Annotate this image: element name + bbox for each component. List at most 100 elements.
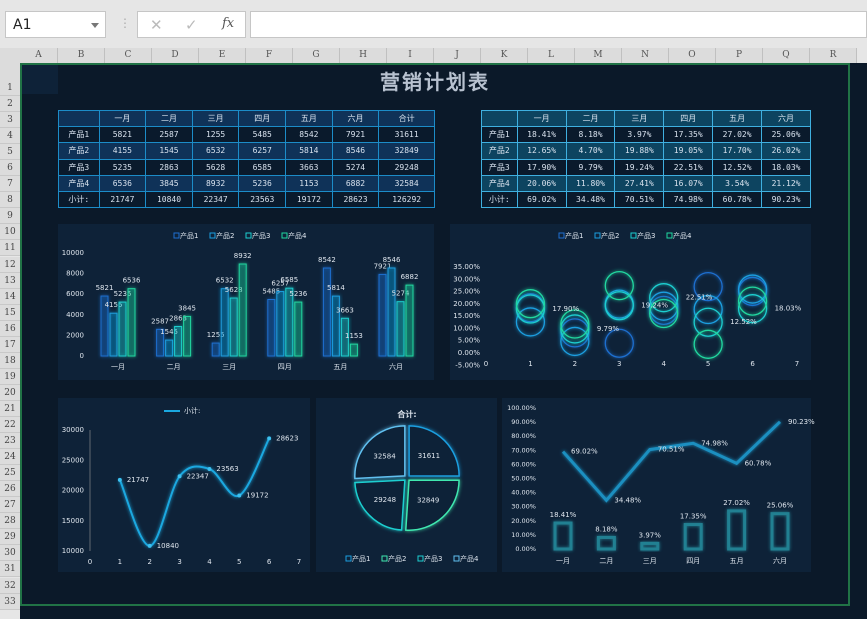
pie-data-label: 31611	[418, 452, 440, 460]
row-header[interactable]: 29	[0, 529, 20, 546]
row-header[interactable]: 31	[0, 561, 20, 578]
column-header[interactable]: P	[716, 48, 763, 63]
chevron-down-icon[interactable]	[91, 23, 99, 28]
pie-legend-label: 产品4	[460, 554, 479, 563]
line-x-tick: 4	[207, 558, 212, 566]
column-header[interactable]: Q	[763, 48, 810, 63]
bubble-legend-label: 产品2	[601, 231, 619, 240]
bubble-legend-swatch	[630, 232, 637, 239]
bar-legend-swatch	[209, 232, 216, 239]
row-header[interactable]: 20	[0, 384, 20, 401]
table-cell[interactable]: 126292	[378, 190, 435, 209]
table-cell[interactable]: 1255	[191, 126, 240, 144]
combo-line-label: 34.48%	[614, 496, 641, 504]
table-cell[interactable]: 22347	[191, 190, 240, 209]
bar-data-label: 5274	[392, 290, 410, 298]
row-header[interactable]: 8	[0, 192, 20, 209]
bar	[109, 312, 118, 357]
insert-function-icon[interactable]: fx	[222, 16, 235, 31]
row-header[interactable]: 9	[0, 208, 20, 225]
row-header[interactable]: 23	[0, 433, 20, 450]
row-header[interactable]: 16	[0, 320, 20, 337]
column-header[interactable]: L	[528, 48, 575, 63]
column-header[interactable]: D	[152, 48, 199, 63]
combo-y-tick: 60.00%	[511, 460, 536, 468]
bar-data-label: 5485	[262, 288, 280, 296]
column-header[interactable]: H	[340, 48, 387, 63]
row-header[interactable]: 2	[0, 96, 20, 113]
bubble-data-label: 9.79%	[597, 325, 620, 333]
column-header[interactable]: G	[293, 48, 340, 63]
column-header[interactable]: B	[58, 48, 105, 63]
row-header[interactable]: 30	[0, 545, 20, 562]
column-header[interactable]: C	[105, 48, 152, 63]
row-header[interactable]: 4	[0, 128, 20, 145]
row-header[interactable]: 12	[0, 256, 20, 273]
column-header[interactable]: O	[669, 48, 716, 63]
row-header[interactable]: 14	[0, 288, 20, 305]
bubble	[693, 307, 723, 337]
cell-a1[interactable]	[22, 65, 58, 94]
cancel-icon[interactable]: ✕	[150, 16, 163, 34]
bar-legend-label: 产品3	[252, 231, 270, 240]
table-cell[interactable]: 10840	[145, 190, 193, 209]
column-header[interactable]: F	[246, 48, 293, 63]
row-header[interactable]: 11	[0, 240, 20, 257]
row-header[interactable]: 17	[0, 336, 20, 353]
bar-y-tick: 0	[80, 352, 84, 360]
row-header[interactable]: 26	[0, 481, 20, 498]
column-header[interactable]: N	[622, 48, 669, 63]
table-cell[interactable]: 69.02%	[516, 190, 567, 209]
row-header[interactable]: 25	[0, 465, 20, 482]
column-header[interactable]: M	[575, 48, 622, 63]
pie-chart-panel[interactable]	[316, 398, 497, 572]
bar	[127, 288, 136, 357]
row-header[interactable]: 5	[0, 144, 20, 161]
row-header[interactable]: 22	[0, 417, 20, 434]
bubble	[649, 298, 679, 329]
bar-y-tick: 6000	[66, 290, 84, 298]
table-cell[interactable]: 70.51%	[614, 190, 665, 209]
column-header[interactable]: K	[481, 48, 528, 63]
table-cell[interactable]: 三月	[191, 109, 240, 128]
row-header[interactable]: 10	[0, 224, 20, 241]
row-header[interactable]: 21	[0, 400, 20, 417]
row-header[interactable]: 15	[0, 304, 20, 321]
bar-legend-swatch	[281, 232, 288, 239]
table-cell[interactable]: 90.23%	[761, 190, 811, 209]
row-header[interactable]: 13	[0, 272, 20, 289]
enter-icon[interactable]: ✓	[185, 16, 198, 34]
select-all-button[interactable]	[0, 48, 20, 63]
bar-x-tick: 一月	[111, 363, 125, 371]
bubble-chart-panel[interactable]	[450, 224, 811, 380]
row-header[interactable]: 1	[0, 63, 20, 96]
line-x-tick: 1	[118, 558, 122, 566]
row-header[interactable]: 27	[0, 497, 20, 514]
row-header[interactable]: 32	[0, 577, 20, 594]
row-header[interactable]: 19	[0, 368, 20, 385]
table-cell[interactable]: 21747	[98, 190, 147, 209]
row-header[interactable]: 24	[0, 449, 20, 466]
formula-bar-input[interactable]	[250, 11, 867, 38]
column-header[interactable]: A	[20, 48, 58, 63]
row-header[interactable]: 33	[0, 593, 20, 610]
table-cell[interactable]: 28623	[331, 190, 380, 209]
row-header[interactable]: 6	[0, 160, 20, 177]
column-header[interactable]: R	[810, 48, 857, 63]
row-header[interactable]: 7	[0, 176, 20, 193]
line-point	[177, 474, 182, 479]
name-box[interactable]: A1	[5, 11, 106, 38]
column-header[interactable]: J	[434, 48, 481, 63]
table-cell[interactable]: 74.98%	[663, 190, 714, 209]
table-cell[interactable]: 18.03%	[761, 158, 811, 176]
line-y-tick: 20000	[62, 487, 84, 495]
row-header[interactable]: 18	[0, 352, 20, 369]
line-chart-panel[interactable]	[58, 398, 310, 572]
line-x-tick: 0	[88, 558, 92, 566]
bubble-legend-swatch	[594, 232, 601, 239]
column-header[interactable]: I	[387, 48, 434, 63]
row-header[interactable]: 28	[0, 513, 20, 530]
row-header[interactable]: 3	[0, 112, 20, 129]
column-header[interactable]: E	[199, 48, 246, 63]
